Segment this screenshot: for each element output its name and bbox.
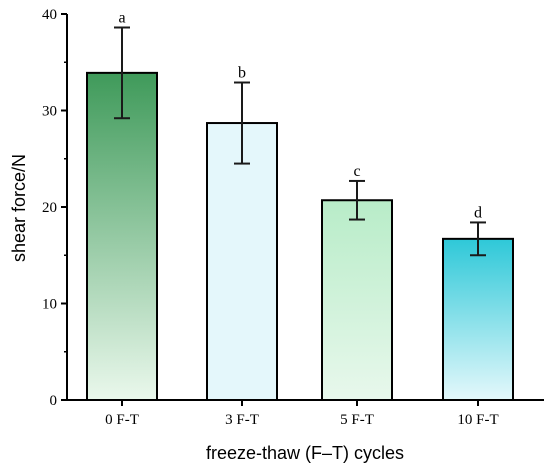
significance-label-4: d [474,204,482,221]
error-bar-3 [349,179,365,221]
x-tick-label-1: 0 F-T [105,412,139,428]
error-bar-4 [470,221,486,257]
x-ticks-layer: 0 F-T 3 F-T 5 F-T 10 F-T [105,400,499,428]
y-ticks-layer: 0 10 20 30 40 [42,7,67,409]
error-bars-layer [114,26,486,257]
error-bar-1 [114,26,130,120]
bar-4 [442,237,514,401]
x-tick-label-4: 10 F-T [457,412,498,428]
y-tick-label-20: 20 [42,200,57,216]
error-bar-2 [234,81,250,165]
bar-1 [86,71,158,402]
significance-label-3: c [353,163,360,180]
bar-2 [206,122,278,401]
significance-labels-layer: a b c d [118,10,482,222]
significance-label-1: a [118,10,125,27]
x-tick-label-2: 3 F-T [225,412,259,428]
x-tick-label-3: 5 F-T [340,412,374,428]
bar-3 [321,199,393,401]
y-axis-title: shear force/N [9,154,29,262]
significance-label-2: b [238,65,246,82]
x-axis-title: freeze-thaw (F–T) cycles [206,443,404,463]
y-tick-label-40: 40 [42,7,57,23]
y-tick-label-0: 0 [50,393,58,409]
y-tick-label-30: 30 [42,104,57,120]
bars-layer [86,71,514,402]
y-tick-label-10: 10 [42,297,57,313]
